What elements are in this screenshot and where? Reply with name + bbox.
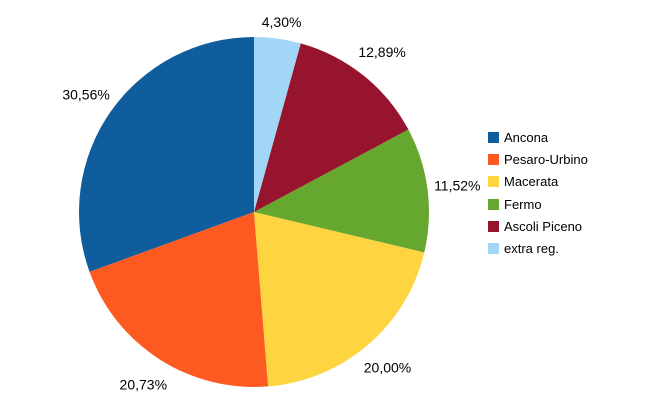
legend-swatch-pesaro-urbino	[488, 153, 499, 165]
legend-label-extra-reg: extra reg.	[504, 241, 559, 257]
slice-label-ascoli-piceno: 12,89%	[358, 44, 405, 60]
pie-slice-pesaro-urbino	[89, 212, 269, 388]
legend-item-macerata: Macerata	[488, 171, 588, 193]
legend-label-macerata: Macerata	[504, 174, 559, 190]
slice-label-macerata: 20,00%	[364, 360, 411, 376]
pie-slice-macerata	[254, 212, 425, 387]
pie-slice-ascoli-piceno	[254, 43, 409, 212]
pie-slice-fermo	[254, 129, 430, 253]
legend-label-ascoli-piceno: Ascoli Piceno	[504, 218, 583, 234]
legend-label-fermo: Fermo	[504, 196, 542, 212]
legend-item-ascoli-piceno: Ascoli Piceno	[488, 215, 588, 237]
slice-label-ancona: 30,56%	[62, 86, 109, 102]
legend-item-fermo: Fermo	[488, 193, 588, 215]
legend-swatch-ascoli-piceno	[488, 220, 499, 232]
legend-swatch-macerata	[488, 176, 499, 188]
legend-swatch-extra-reg	[488, 243, 499, 255]
legend-swatch-fermo	[488, 198, 499, 210]
pie-slice-ancona	[78, 37, 254, 272]
legend-label-ancona: Ancona	[504, 129, 549, 145]
pie-slice-extra-reg	[254, 37, 301, 212]
legend-item-ancona: Ancona	[488, 126, 588, 148]
legend: Ancona Pesaro-Urbino Macerata Fermo Ascoli P…	[488, 126, 588, 260]
legend-label-pesaro-urbino: Pesaro-Urbino	[504, 151, 588, 167]
slice-label-extra-reg: 4,30%	[262, 14, 302, 30]
slice-label-fermo: 11,52%	[434, 178, 480, 194]
slice-label-pesaro-urbino: 20,73%	[120, 377, 167, 393]
legend-item-pesaro-urbino: Pesaro-Urbino	[488, 148, 588, 170]
legend-item-extra-reg: extra reg.	[488, 237, 588, 259]
legend-swatch-ancona	[488, 131, 499, 143]
